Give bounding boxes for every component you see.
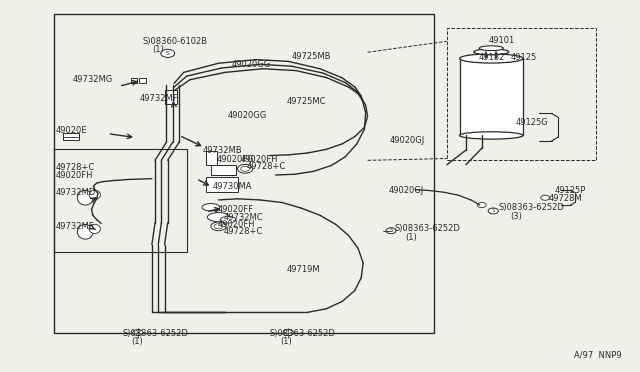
- Ellipse shape: [220, 217, 236, 223]
- Text: 49732MG: 49732MG: [72, 75, 113, 84]
- Text: 49125G: 49125G: [515, 118, 548, 127]
- Text: 49728+C: 49728+C: [223, 227, 263, 236]
- Text: 49020FH: 49020FH: [241, 155, 278, 164]
- Text: 49725MC: 49725MC: [286, 97, 326, 106]
- Circle shape: [133, 330, 143, 336]
- Ellipse shape: [460, 132, 523, 139]
- Text: 49728+C: 49728+C: [247, 162, 286, 171]
- Circle shape: [477, 202, 486, 208]
- Text: 49125: 49125: [510, 52, 536, 61]
- Text: S: S: [389, 228, 393, 233]
- Text: S: S: [492, 208, 495, 214]
- Circle shape: [161, 49, 175, 57]
- Text: A/97  NNP9: A/97 NNP9: [573, 351, 621, 360]
- Bar: [54, 149, 187, 252]
- Bar: [165, 90, 177, 103]
- Text: 49732MD: 49732MD: [56, 188, 96, 197]
- Circle shape: [241, 166, 250, 171]
- Text: 49732MC: 49732MC: [223, 213, 263, 222]
- Ellipse shape: [77, 224, 93, 239]
- Bar: [131, 77, 138, 83]
- Bar: [206, 177, 237, 192]
- Text: 49020FF: 49020FF: [217, 205, 253, 214]
- Ellipse shape: [202, 203, 220, 211]
- Text: S)08363-6252D: S)08363-6252D: [499, 203, 564, 212]
- Circle shape: [386, 228, 396, 234]
- Circle shape: [488, 208, 499, 214]
- Text: (1): (1): [281, 337, 292, 346]
- Text: 49020GJ: 49020GJ: [390, 136, 425, 145]
- Text: 49101: 49101: [488, 36, 515, 45]
- Bar: [63, 133, 79, 140]
- Ellipse shape: [77, 190, 93, 205]
- Circle shape: [284, 330, 293, 336]
- Circle shape: [541, 195, 550, 200]
- Ellipse shape: [460, 54, 523, 63]
- Text: 49730MA: 49730MA: [212, 182, 252, 190]
- Circle shape: [237, 164, 253, 173]
- Text: 49732MB: 49732MB: [203, 146, 243, 155]
- Text: (3): (3): [510, 212, 522, 221]
- Bar: [211, 165, 236, 175]
- Text: (1): (1): [406, 233, 417, 242]
- Text: 49719M: 49719M: [287, 265, 321, 274]
- Text: 49732ME: 49732ME: [56, 222, 95, 231]
- Text: S)08363-6252D: S)08363-6252D: [394, 224, 460, 233]
- Text: 49725MB: 49725MB: [291, 52, 331, 61]
- Ellipse shape: [89, 224, 100, 234]
- Text: 49020GG: 49020GG: [228, 111, 268, 120]
- Ellipse shape: [479, 46, 503, 51]
- Text: 49020GG: 49020GG: [231, 60, 271, 69]
- Text: 49728+C: 49728+C: [56, 163, 95, 172]
- Ellipse shape: [89, 190, 100, 199]
- Text: 49020FH: 49020FH: [56, 170, 93, 180]
- Bar: [206, 151, 217, 165]
- Ellipse shape: [207, 212, 230, 222]
- Text: S: S: [166, 51, 170, 56]
- Circle shape: [214, 224, 223, 229]
- Text: 49732MF: 49732MF: [139, 94, 178, 103]
- Text: S)08363-6252D: S)08363-6252D: [269, 329, 335, 338]
- Text: 49125P: 49125P: [555, 186, 586, 195]
- Text: 49182: 49182: [479, 52, 505, 61]
- Text: 49728M: 49728M: [548, 193, 582, 203]
- Bar: [447, 28, 596, 160]
- Text: (1): (1): [131, 337, 143, 346]
- Bar: [139, 77, 145, 83]
- Bar: [460, 58, 523, 135]
- Text: 49020FG: 49020FG: [216, 155, 254, 164]
- Ellipse shape: [474, 49, 509, 55]
- Circle shape: [211, 222, 226, 231]
- Text: 49020E: 49020E: [56, 126, 87, 135]
- Text: S)08363-6252D: S)08363-6252D: [122, 329, 188, 338]
- Text: 49020FH: 49020FH: [217, 220, 255, 229]
- Text: S)08360-6102B: S)08360-6102B: [142, 37, 207, 46]
- Bar: [54, 14, 434, 333]
- Text: 49020GJ: 49020GJ: [388, 186, 424, 195]
- Text: (1): (1): [152, 45, 164, 54]
